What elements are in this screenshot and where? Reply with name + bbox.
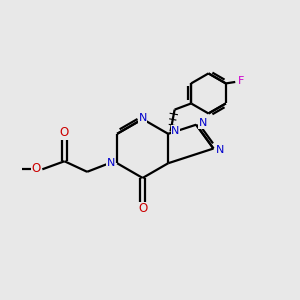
Text: O: O [138,202,147,215]
Text: O: O [60,126,69,139]
Text: N: N [171,126,180,136]
Text: N: N [139,113,147,123]
Text: F: F [238,76,244,86]
Text: O: O [32,163,41,176]
Text: N: N [216,145,224,155]
Text: N: N [106,158,115,168]
Text: N: N [198,118,207,128]
